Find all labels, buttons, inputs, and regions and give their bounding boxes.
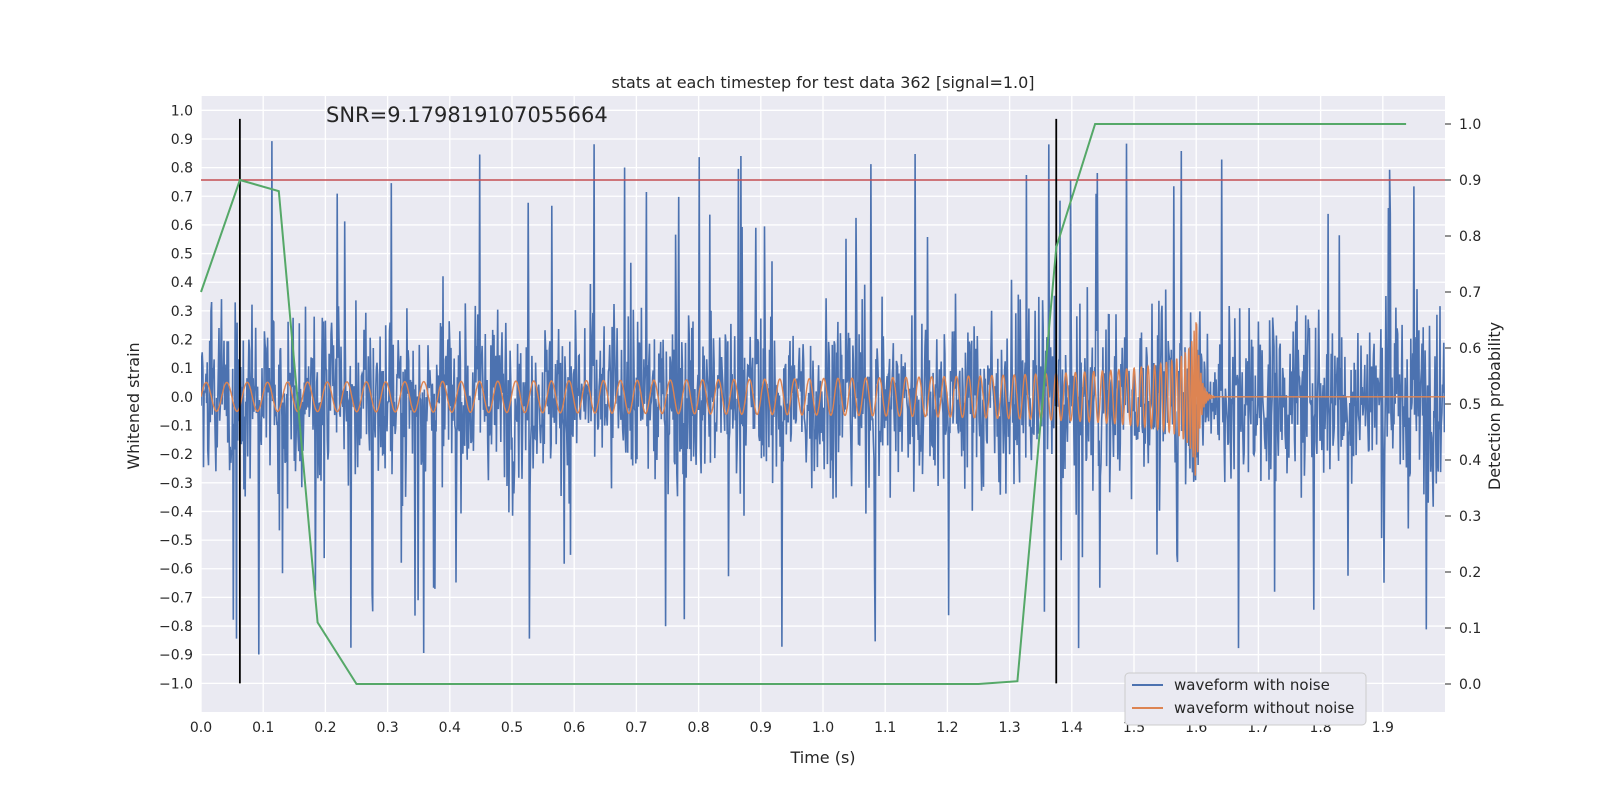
- x-tick-label: 1.0: [812, 720, 834, 736]
- x-tick-label: 1.4: [1061, 720, 1083, 736]
- y-right-tick-label: 0.4: [1459, 453, 1481, 469]
- x-tick-label: 1.2: [936, 720, 958, 736]
- y-left-tick-label: 0.7: [171, 189, 193, 205]
- y-right-tick-label: 1.0: [1459, 117, 1481, 133]
- y-left-tick-label: −1.0: [159, 676, 193, 692]
- x-tick-label: 1.1: [874, 720, 896, 736]
- series-detection-probability: [200, 123, 1407, 685]
- y-left-tick-label: 0.4: [171, 275, 193, 291]
- y-left-tick-label: −0.8: [159, 619, 193, 635]
- y-left-tick-label: −0.7: [159, 590, 193, 606]
- x-tick-label: 0.0: [190, 720, 212, 736]
- y-left-tick-label: −0.6: [159, 562, 193, 578]
- y-left-tick-label: 0.9: [171, 132, 193, 148]
- x-tick-label: 0.2: [314, 720, 336, 736]
- y-left-tick-label: 1.0: [171, 103, 193, 119]
- series-layer: [201, 118, 1445, 684]
- series-waveform-with-noise: [201, 141, 1445, 655]
- y-left-tick-label: 0.0: [171, 390, 193, 406]
- x-tick-label: 0.6: [563, 720, 585, 736]
- y-right-tick-label: 0.9: [1459, 173, 1481, 189]
- y-left-ticks: 1.0 0.9 0.8 0.7 0.6 0.5 0.4 0.3 0.2 0.1 0.0 −0.1 −0.…: [159, 103, 193, 692]
- y-right-tick-label: 0.1: [1459, 621, 1481, 637]
- legend-box: [1124, 672, 1367, 726]
- legend: waveform with noise waveform without noi…: [1124, 672, 1367, 726]
- y-axis-label-right: Detection probability: [1485, 322, 1504, 490]
- x-tick-label: 1.9: [1372, 720, 1394, 736]
- x-tick-label: 0.4: [439, 720, 461, 736]
- y-left-tick-label: −0.3: [159, 476, 193, 492]
- y-right-tick-label: 0.5: [1459, 397, 1481, 413]
- series-waveform-without-noise: [201, 322, 1445, 476]
- x-tick-label: 0.7: [625, 720, 647, 736]
- y-left-tick-label: −0.9: [159, 648, 193, 664]
- y-left-tick-label: −0.5: [159, 533, 193, 549]
- y-left-tick-label: 0.1: [171, 361, 193, 377]
- x-tick-label: 0.3: [376, 720, 398, 736]
- x-tick-label: 0.5: [501, 720, 523, 736]
- y-left-tick-label: −0.1: [159, 418, 193, 434]
- y-right-tick-label: 0.3: [1459, 509, 1481, 525]
- y-left-tick-label: −0.4: [159, 504, 193, 520]
- chart-title: stats at each timestep for test data 362…: [611, 73, 1034, 92]
- x-tick-label: 0.8: [687, 720, 709, 736]
- y-left-tick-label: 0.3: [171, 304, 193, 320]
- y-left-tick-label: 0.2: [171, 333, 193, 349]
- y-right-tick-label: 0.6: [1459, 341, 1481, 357]
- y-left-tick-label: 0.6: [171, 218, 193, 234]
- legend-label-noise: waveform with noise: [1174, 676, 1330, 694]
- legend-label-clean: waveform without noise: [1174, 699, 1354, 717]
- y-axis-label-left: Whitened strain: [124, 342, 143, 469]
- y-right-ticks: 1.0 0.9 0.8 0.7 0.6 0.5 0.4 0.3 0.2 0.1 0.0: [1445, 117, 1481, 693]
- x-axis-label: Time (s): [789, 748, 855, 767]
- y-left-tick-label: −0.2: [159, 447, 193, 463]
- y-left-tick-label: 0.8: [171, 161, 193, 177]
- y-left-tick-label: 0.5: [171, 247, 193, 263]
- snr-annotation: SNR=9.179819107055664: [326, 103, 608, 127]
- x-tick-label: 0.1: [252, 720, 274, 736]
- x-tick-label: 0.9: [750, 720, 772, 736]
- y-right-tick-label: 0.7: [1459, 285, 1481, 301]
- y-right-tick-label: 0.2: [1459, 565, 1481, 581]
- y-right-tick-label: 0.0: [1459, 677, 1481, 693]
- y-right-tick-label: 0.8: [1459, 229, 1481, 245]
- x-tick-label: 1.3: [998, 720, 1020, 736]
